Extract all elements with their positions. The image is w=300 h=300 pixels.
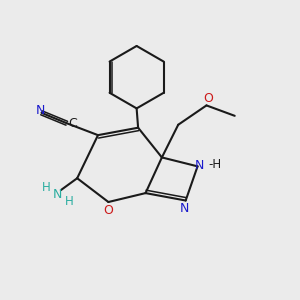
Text: O: O [203, 92, 213, 105]
Text: N: N [35, 104, 45, 117]
Text: -H: -H [208, 158, 221, 171]
Text: O: O [103, 203, 113, 217]
Text: N: N [194, 159, 204, 172]
Text: C: C [68, 117, 77, 130]
Text: N: N [53, 188, 62, 201]
Text: N: N [179, 202, 189, 215]
Text: H: H [64, 195, 73, 208]
Text: H: H [42, 181, 50, 194]
